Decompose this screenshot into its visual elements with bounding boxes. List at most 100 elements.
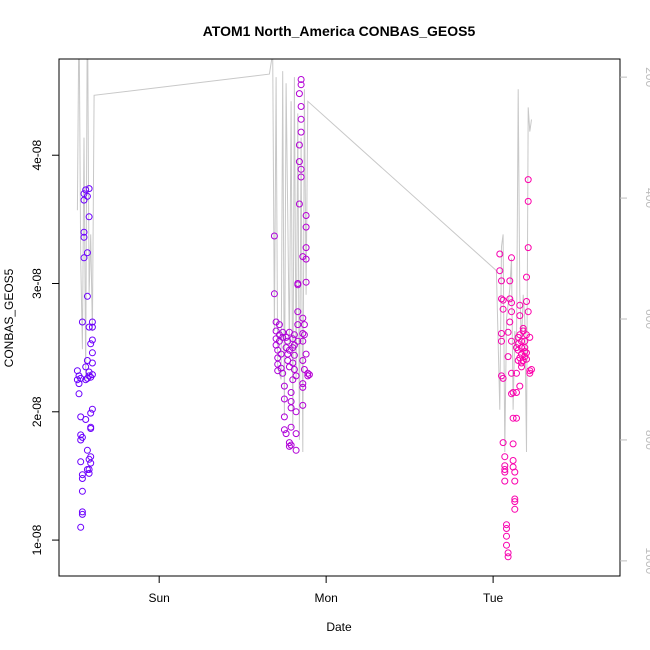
data-point (294, 337, 302, 345)
data-point (77, 523, 85, 531)
x-axis-label: Date (326, 620, 352, 634)
data-point (496, 267, 504, 275)
y-tick-label: 2e-08 (30, 396, 44, 427)
data-point (73, 376, 81, 384)
data-point (501, 468, 509, 476)
data-point (77, 458, 85, 466)
data-point (297, 103, 305, 110)
data-point (78, 433, 86, 441)
data-point (526, 369, 534, 377)
data-point (290, 331, 298, 339)
data-point (87, 459, 95, 467)
data-point (282, 333, 290, 341)
series-points-group (73, 76, 535, 561)
data-point (78, 475, 86, 482)
data-point (496, 250, 504, 258)
data-point (83, 249, 91, 257)
data-point (80, 228, 88, 236)
data-point (83, 446, 91, 454)
data-point (519, 357, 527, 364)
data-point (511, 495, 519, 503)
data-point (297, 81, 305, 89)
right-tick-label: 800 (643, 430, 650, 450)
data-point (88, 349, 96, 357)
data-point (279, 369, 287, 377)
right-tick-label: 1000 (643, 548, 650, 575)
data-point (524, 176, 532, 184)
data-point (85, 455, 93, 463)
data-point (77, 374, 85, 382)
data-point (508, 308, 515, 316)
data-point (83, 192, 91, 200)
data-point (511, 498, 519, 506)
y-axis-label: CONBAS_GEOS5 (2, 268, 16, 367)
data-point (82, 416, 90, 423)
data-point (504, 353, 512, 361)
series-line-group (76, 59, 532, 453)
data-point (519, 324, 527, 332)
data-point (300, 321, 308, 329)
data-point (297, 76, 305, 83)
data-point (299, 337, 307, 345)
data-point (299, 383, 307, 391)
data-point (504, 549, 512, 557)
data-point (85, 323, 93, 331)
data-point (285, 442, 293, 450)
data-point (523, 298, 530, 305)
right-tick-label: 200 (643, 67, 650, 87)
data-point (85, 368, 93, 376)
data-point (78, 471, 86, 479)
data-point (284, 350, 292, 358)
data-point (498, 277, 505, 285)
y-tick-label: 3e-08 (30, 268, 44, 299)
data-point (78, 510, 86, 518)
data-point (78, 508, 86, 516)
data-point (498, 295, 505, 303)
data-point (518, 337, 525, 345)
data-point (85, 469, 93, 477)
plot-frame (58, 58, 621, 577)
data-point (270, 290, 278, 298)
data-point (274, 346, 282, 354)
data-point (279, 328, 287, 336)
data-point (524, 197, 532, 205)
data-point (294, 308, 302, 316)
data-point (511, 477, 519, 485)
data-point (279, 333, 287, 341)
data-point (299, 357, 307, 364)
data-point (499, 374, 507, 382)
data-point (292, 372, 300, 380)
data-point (304, 372, 312, 380)
x-tick-label: Tue (483, 591, 504, 605)
data-point (85, 466, 93, 473)
data-point (509, 389, 517, 396)
data-point (302, 350, 310, 358)
data-point (508, 254, 515, 262)
data-point (294, 321, 302, 329)
data-point (513, 414, 520, 422)
data-point (299, 401, 307, 409)
data-point (509, 414, 517, 422)
data-point (290, 351, 298, 359)
data-point (299, 380, 307, 388)
data-point (511, 505, 519, 513)
data-point (297, 165, 305, 173)
data-point (82, 186, 90, 194)
data-point (299, 314, 307, 322)
data-point (295, 200, 303, 208)
data-point (292, 446, 300, 454)
data-point (516, 382, 524, 390)
data-point (297, 173, 305, 181)
data-point (299, 330, 307, 337)
data-point (506, 277, 514, 285)
data-point (88, 323, 96, 331)
data-point (528, 366, 535, 373)
data-point (88, 359, 96, 367)
data-point (78, 487, 86, 495)
data-point (87, 409, 95, 417)
data-point (508, 369, 515, 377)
data-point (518, 363, 525, 371)
data-point (78, 318, 86, 326)
data-point (270, 232, 278, 240)
data-point (290, 366, 298, 373)
